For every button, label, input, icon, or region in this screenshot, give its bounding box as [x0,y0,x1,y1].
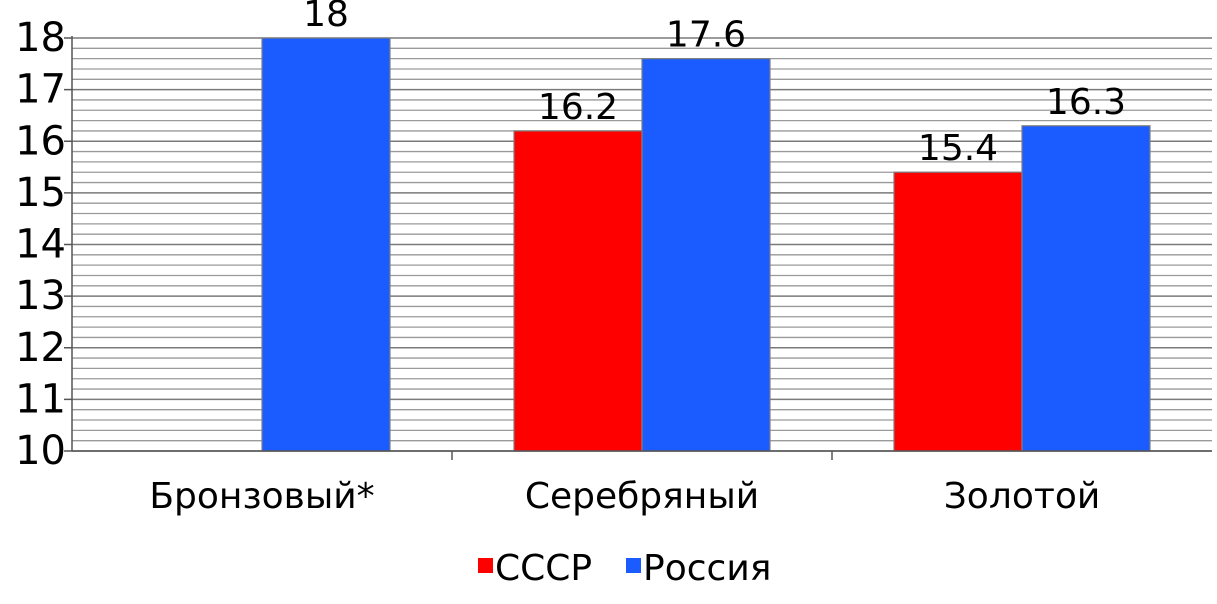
y-tick-label: 10 [15,428,66,474]
y-tick-label: 15 [15,170,66,216]
bar-россия-серебряный [641,58,771,452]
y-tick-label: 12 [15,325,66,371]
data-label: 17.6 [666,15,746,56]
y-tick-label: 11 [15,376,66,422]
bars [261,37,1151,452]
legend-label-ссср: СССР [495,548,592,589]
legend-swatch-россия [626,558,641,573]
x-category-label: Серебряный [525,476,759,517]
y-tick-label: 17 [15,67,66,113]
bar-ссср-серебряный [513,130,643,452]
bar-россия-бронзовый [261,37,391,452]
legend-label-россия: Россия [643,548,771,589]
data-label: 16.2 [538,87,618,128]
data-label: 16.3 [1046,82,1126,123]
legend-swatch-ссср [478,558,493,573]
bar-ссср-золотой [893,171,1023,452]
x-category-label: Золотой [944,476,1101,517]
bar-россия-золотой [1021,125,1151,452]
y-tick-label: 16 [15,118,66,164]
y-tick-label: 14 [15,222,66,268]
y-tick-label: 18 [15,15,66,61]
legend: СССР Россия [478,548,771,589]
data-label: 15.4 [918,128,998,169]
y-tick-label: 13 [15,273,66,319]
axes [64,36,1212,460]
labels: 10 11 12 13 14 15 16 17 18 18 Бронзовый* 16.2 17.6 Се… [15,0,1126,517]
data-label: 18 [303,0,349,35]
x-category-label: Бронзовый* [149,476,374,517]
